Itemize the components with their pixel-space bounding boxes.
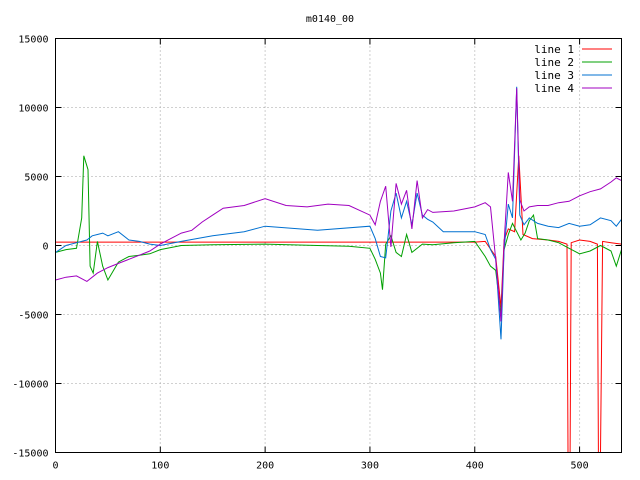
y-tick-label: -10000 (12, 380, 48, 391)
plot-frame (55, 38, 622, 453)
legend-label-1: line 1 (534, 43, 574, 56)
y-tick-label: -15000 (12, 449, 48, 460)
x-tick-label: 300 (361, 461, 379, 472)
legend-label-4: line 4 (534, 82, 574, 95)
legend-label-2: line 2 (534, 56, 574, 69)
y-tick-label: 10000 (18, 104, 48, 115)
x-tick-label: 0 (52, 461, 58, 472)
axes: 0 100 200 300 400 500 -15000 -10000 -5000 0 5000 10… (12, 35, 622, 472)
legend-label-3: line 3 (534, 69, 574, 82)
grid (55, 38, 622, 453)
x-tick-label: 200 (256, 461, 274, 472)
series-line-4 (55, 88, 622, 322)
chart-title: m0140_00 (306, 14, 354, 25)
x-tick-label: 400 (466, 461, 484, 472)
series-line-2 (55, 155, 622, 315)
series-line-3 (55, 86, 622, 340)
series-line-1 (55, 155, 622, 453)
series-lines (55, 86, 622, 453)
y-tick-label: -5000 (18, 311, 48, 322)
y-tick-label: 0 (42, 242, 48, 253)
y-tick-label: 5000 (24, 173, 48, 184)
x-tick-label: 100 (151, 461, 169, 472)
y-tick-label: 15000 (18, 35, 48, 46)
x-tick-label: 500 (571, 461, 589, 472)
